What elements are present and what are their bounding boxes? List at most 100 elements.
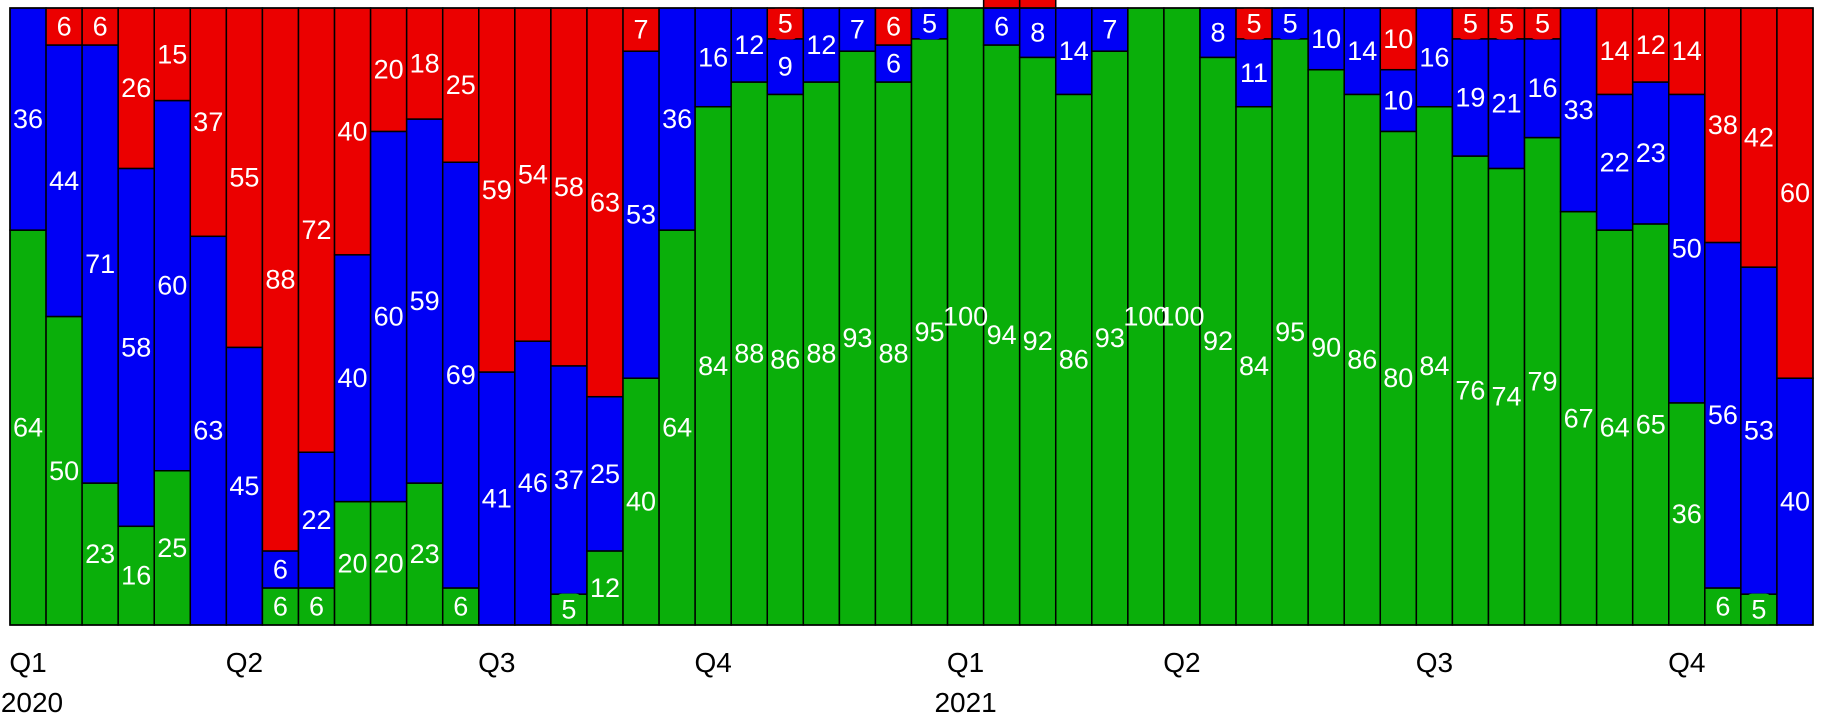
bar-value-label: 67 [1564, 403, 1594, 433]
bar-value-label: 18 [410, 49, 440, 79]
bar-value-label: 94 [987, 320, 1017, 350]
bar-segment-green [910, 38, 949, 626]
bar-value-label: 40 [626, 487, 656, 517]
bar-value-label: 23 [85, 539, 115, 569]
bar-segment-green [1054, 93, 1093, 626]
bar-value-label: 7 [634, 15, 649, 45]
bar-value-label: 8 [1030, 18, 1045, 48]
bar-value-label: 16 [121, 561, 151, 591]
bar-value-label: 16 [1528, 73, 1558, 103]
bars [9, 0, 1814, 626]
bar-value-label: 88 [265, 264, 295, 294]
bar-segment-blue [297, 451, 336, 589]
bar-label-bg [881, 47, 906, 80]
bar-value-label: 22 [1600, 147, 1630, 177]
bar-value-label: 65 [1636, 409, 1666, 439]
bar-value-label: 25 [157, 533, 187, 563]
bar-value-label: 25 [590, 459, 620, 489]
bar-label-bg [1097, 13, 1122, 46]
bar-value-label: 95 [915, 317, 945, 347]
bar-value-label: 60 [157, 271, 187, 301]
bar-value-label: 6 [273, 591, 288, 621]
bar-value-label: 37 [193, 107, 223, 137]
bar-value-label: 20 [374, 55, 404, 85]
bar-value-label: 92 [1203, 326, 1233, 356]
x-tick-label: Q4 [1668, 647, 1705, 678]
bar-value-label: 5 [922, 8, 937, 38]
bar-value-label: 6 [886, 12, 901, 42]
bar-segment-blue [1595, 93, 1634, 231]
bar-segment-blue [441, 161, 480, 589]
bar-segment-green [81, 482, 119, 626]
bar-value-label: 5 [1463, 8, 1478, 38]
bar-label-bg [88, 10, 113, 43]
bar-segment-blue [1199, 7, 1237, 59]
plot-frame [9, 7, 1814, 626]
bar-segment-green [658, 229, 696, 626]
bar-label-bg [1278, 7, 1303, 40]
bar-value-label: 21 [1491, 89, 1521, 119]
bar-segment-green [1631, 223, 1670, 626]
bar-value-label: 19 [1455, 82, 1485, 112]
bar-value-label: 6 [994, 0, 1009, 4]
bar-value-label: 64 [1600, 413, 1630, 443]
bar-value-label: 6 [273, 554, 288, 584]
bar-label-bg [1530, 7, 1555, 40]
bar-value-label: 76 [1455, 376, 1485, 406]
bar-segment-blue [730, 7, 769, 83]
bar-value-label: 36 [662, 104, 692, 134]
bar-label-bg [1242, 7, 1267, 40]
bar-value-label: 20 [338, 548, 368, 578]
bar-value-label: 6 [1715, 591, 1730, 621]
bar-value-label: 40 [1780, 487, 1810, 517]
bar-label-bg [845, 13, 870, 46]
bar-value-label: 14 [1059, 36, 1089, 66]
bar-value-label: 7 [1102, 15, 1117, 45]
bar-segment-green [1127, 7, 1165, 626]
bar-value-label: 23 [1636, 138, 1666, 168]
bar-label-bg [304, 590, 329, 623]
bar-value-label: 53 [626, 200, 656, 230]
bar-segment-blue [1668, 93, 1706, 404]
bar-label-bg [917, 7, 942, 40]
bar-value-label: 14 [1347, 36, 1377, 66]
bar-value-label: 88 [806, 339, 836, 369]
bar-value-label: 50 [1672, 234, 1702, 264]
bar-segment-green [1235, 105, 1273, 626]
bar-segment-blue [9, 7, 47, 231]
bar-value-label: 64 [13, 413, 43, 443]
bar-segment-green [153, 470, 192, 626]
x-tick-label: Q2 [1163, 647, 1200, 678]
bar-value-label: 69 [446, 360, 476, 390]
bar-value-label: 59 [482, 175, 512, 205]
bar-value-label: 79 [1528, 366, 1558, 396]
bar-value-label: 26 [121, 73, 151, 103]
x-axis: Q1 Q2 Q3 Q4 Q1 Q2 Q3 Q4 2020 2021 [1, 647, 1706, 718]
bar-segment-red [261, 7, 300, 552]
bar-value-label: 10 [1311, 24, 1341, 54]
bar-value-label: 55 [229, 163, 259, 193]
x-year-label: 2021 [934, 687, 996, 718]
bar-value-label: 80 [1383, 363, 1413, 393]
bar-segment-blue [802, 7, 841, 83]
bar-value-label: 5 [1751, 595, 1766, 625]
bar-value-label: 84 [1239, 351, 1269, 381]
x-tick-label: Q3 [1416, 647, 1453, 678]
x-tick-label: Q2 [226, 647, 263, 678]
x-tick-label: Q1 [947, 647, 984, 678]
bar-segment-red [1595, 7, 1634, 96]
bar-value-label: 33 [1564, 95, 1594, 125]
bar-label-bg [1494, 7, 1519, 40]
bar-value-label: 58 [121, 332, 151, 362]
bar-value-label: 63 [193, 416, 223, 446]
bar-value-label: 59 [410, 286, 440, 316]
bar-label-bg [268, 553, 293, 586]
x-year-label: 2020 [1, 687, 63, 718]
bar-value-label: 5 [1247, 8, 1262, 38]
bar-segment-green [802, 81, 841, 626]
bar-segment-red [478, 7, 516, 373]
bar-segment-blue [1487, 38, 1526, 170]
bar-segment-red [1776, 7, 1814, 379]
bar-value-label: 54 [518, 160, 548, 190]
